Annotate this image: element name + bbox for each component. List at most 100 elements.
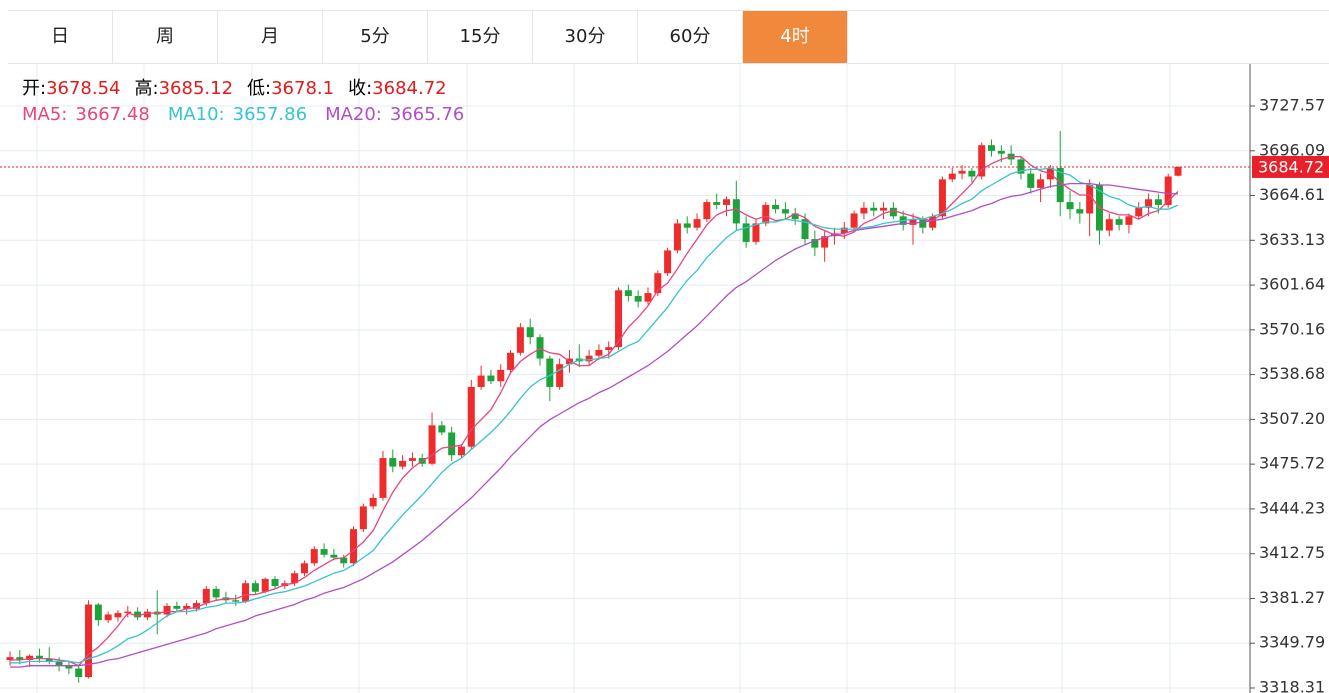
y-tick-label: 3538.68 bbox=[1259, 364, 1325, 383]
ma-line bbox=[10, 184, 1178, 667]
period-tab[interactable]: 周 bbox=[113, 11, 218, 63]
candle-body bbox=[497, 370, 504, 381]
candle-body bbox=[370, 498, 377, 507]
period-tab[interactable]: 60分 bbox=[638, 11, 743, 63]
candle-body bbox=[1175, 167, 1182, 176]
y-tick-label: 3475.72 bbox=[1259, 454, 1325, 473]
candle-body bbox=[713, 202, 720, 205]
candle-body bbox=[56, 661, 63, 665]
candle-body bbox=[350, 529, 357, 563]
period-tab[interactable]: 15分 bbox=[428, 11, 533, 63]
candle-body bbox=[1116, 219, 1123, 225]
candle-body bbox=[478, 376, 485, 387]
candle-body bbox=[164, 606, 171, 615]
candle-body bbox=[262, 579, 269, 592]
candle-body bbox=[105, 614, 112, 620]
candle-body bbox=[772, 205, 779, 209]
candle-body bbox=[1125, 216, 1132, 225]
y-tick-label: 3412.75 bbox=[1259, 543, 1325, 562]
candle-body bbox=[1067, 202, 1074, 209]
y-tick-label: 3727.57 bbox=[1259, 96, 1325, 115]
candle-body bbox=[851, 213, 858, 227]
candle-body bbox=[448, 432, 455, 455]
candle-body bbox=[880, 208, 887, 211]
candle-body bbox=[1037, 179, 1044, 188]
ma-line bbox=[10, 157, 1178, 666]
legend-name: MA20: bbox=[325, 104, 382, 125]
candle-body bbox=[684, 223, 691, 227]
candle-body bbox=[203, 589, 210, 603]
candle-body bbox=[1027, 174, 1034, 188]
candle-body bbox=[664, 250, 671, 273]
candle-body bbox=[173, 606, 180, 609]
candle-body bbox=[272, 579, 279, 586]
info-header: 开:3678.54高:3685.12低:3678.1收:3684.72 MA5:… bbox=[22, 76, 482, 128]
candle-body bbox=[95, 605, 102, 621]
candle-body bbox=[625, 290, 632, 296]
period-tab[interactable]: 30分 bbox=[533, 11, 638, 63]
period-tab[interactable]: 日 bbox=[8, 11, 113, 63]
candle-body bbox=[213, 589, 220, 598]
candle-body bbox=[674, 223, 681, 250]
candle-body bbox=[360, 506, 367, 529]
candle-body bbox=[870, 208, 877, 211]
legend-value: 3667.48 bbox=[75, 104, 149, 125]
legend-value: 3657.86 bbox=[233, 104, 307, 125]
candle-body bbox=[949, 174, 956, 180]
ohlc-label: 高: bbox=[135, 78, 159, 99]
candle-body bbox=[389, 458, 396, 467]
y-tick-label: 3570.16 bbox=[1259, 319, 1325, 338]
ohlc-label: 低: bbox=[247, 78, 271, 99]
legend-name: MA5: bbox=[22, 104, 67, 125]
candle-body bbox=[527, 327, 534, 337]
candle-body bbox=[487, 376, 494, 382]
period-tab[interactable]: 月 bbox=[218, 11, 323, 63]
candle-body bbox=[311, 549, 318, 563]
candle-body bbox=[321, 549, 328, 555]
ohlc-value: 3678.54 bbox=[46, 78, 120, 99]
candle-body bbox=[252, 583, 259, 592]
candle-body bbox=[723, 199, 730, 205]
candle-body bbox=[379, 458, 386, 498]
ma-line bbox=[10, 168, 1178, 663]
candle-body bbox=[998, 151, 1005, 154]
candle-body bbox=[1076, 209, 1083, 213]
candle-body bbox=[1086, 185, 1093, 213]
candle-body bbox=[890, 208, 897, 217]
candle-body bbox=[232, 600, 239, 601]
candle-body bbox=[507, 353, 514, 370]
legend-value: 3665.76 bbox=[390, 104, 464, 125]
candle-body bbox=[988, 145, 995, 151]
ohlc-label: 收: bbox=[348, 78, 372, 99]
candle-body bbox=[752, 223, 759, 241]
candle-body bbox=[438, 425, 445, 432]
period-tab[interactable]: 4时 bbox=[743, 11, 848, 63]
candle-body bbox=[968, 171, 975, 177]
ohlc-value: 3678.1 bbox=[271, 78, 334, 99]
candle-body bbox=[1106, 219, 1113, 230]
y-tick-label: 3381.27 bbox=[1259, 588, 1325, 607]
candle-body bbox=[537, 337, 544, 358]
candle-body bbox=[703, 202, 710, 219]
period-tab[interactable]: 5分 bbox=[323, 11, 428, 63]
candle-body bbox=[605, 347, 612, 350]
candle-body bbox=[919, 219, 926, 228]
y-tick-label: 3664.61 bbox=[1259, 185, 1325, 204]
candle-body bbox=[242, 583, 249, 601]
candle-body bbox=[301, 563, 308, 573]
candle-body bbox=[635, 296, 642, 302]
candle-body bbox=[743, 223, 750, 241]
candle-body bbox=[517, 327, 524, 353]
candle-body bbox=[458, 447, 465, 456]
ma-legend: MA5: 3667.48 MA10: 3657.86 MA20: 3665.76 bbox=[22, 102, 482, 128]
ohlc-value: 3684.72 bbox=[372, 78, 446, 99]
candle-body bbox=[694, 219, 701, 228]
legend-name: MA10: bbox=[168, 104, 225, 125]
candle-body bbox=[556, 364, 563, 387]
last-price-label: 3684.72 bbox=[1258, 157, 1324, 176]
candle-body bbox=[762, 205, 769, 223]
candle-body bbox=[546, 359, 553, 387]
y-tick-label: 3349.79 bbox=[1259, 633, 1325, 652]
candle-body bbox=[1135, 208, 1142, 217]
